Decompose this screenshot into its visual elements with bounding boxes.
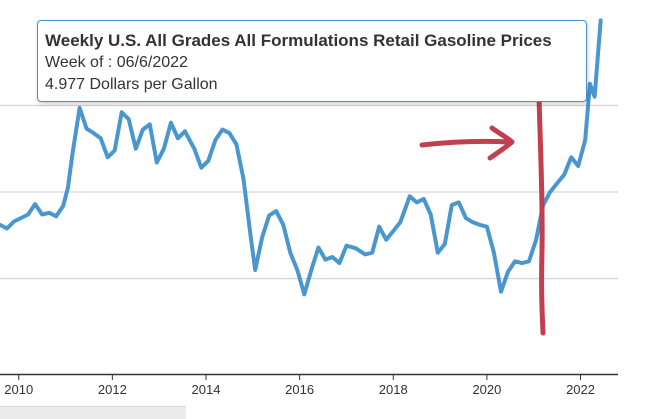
x-tick-label: 2022 (566, 382, 595, 397)
x-tick-label: 2016 (285, 382, 314, 397)
x-tick-label: 2014 (192, 382, 221, 397)
x-tick-label: 2020 (472, 382, 501, 397)
annotation-red-arrow (419, 125, 515, 161)
tooltip-value: 4.977 Dollars per Gallon (45, 76, 218, 93)
tooltip-week: Week of : 06/6/2022 (45, 54, 188, 71)
tooltip-title: Weekly U.S. All Grades All Formulations … (45, 31, 552, 50)
x-axis-ticks: 2010 2012 2014 2016 2018 2020 2022 (4, 374, 595, 397)
hand-drawn-annotation (419, 92, 546, 336)
annotation-red-vertical-line (536, 92, 546, 336)
series-line-gasoline-price (0, 18, 603, 297)
x-tick-label: 2018 (379, 382, 408, 397)
chart-navigator-scrollbar[interactable] (0, 406, 186, 419)
x-tick-label: 2010 (4, 382, 33, 397)
x-tick-label: 2012 (98, 382, 127, 397)
chart-tooltip: Weekly U.S. All Grades All Formulations … (37, 20, 587, 102)
